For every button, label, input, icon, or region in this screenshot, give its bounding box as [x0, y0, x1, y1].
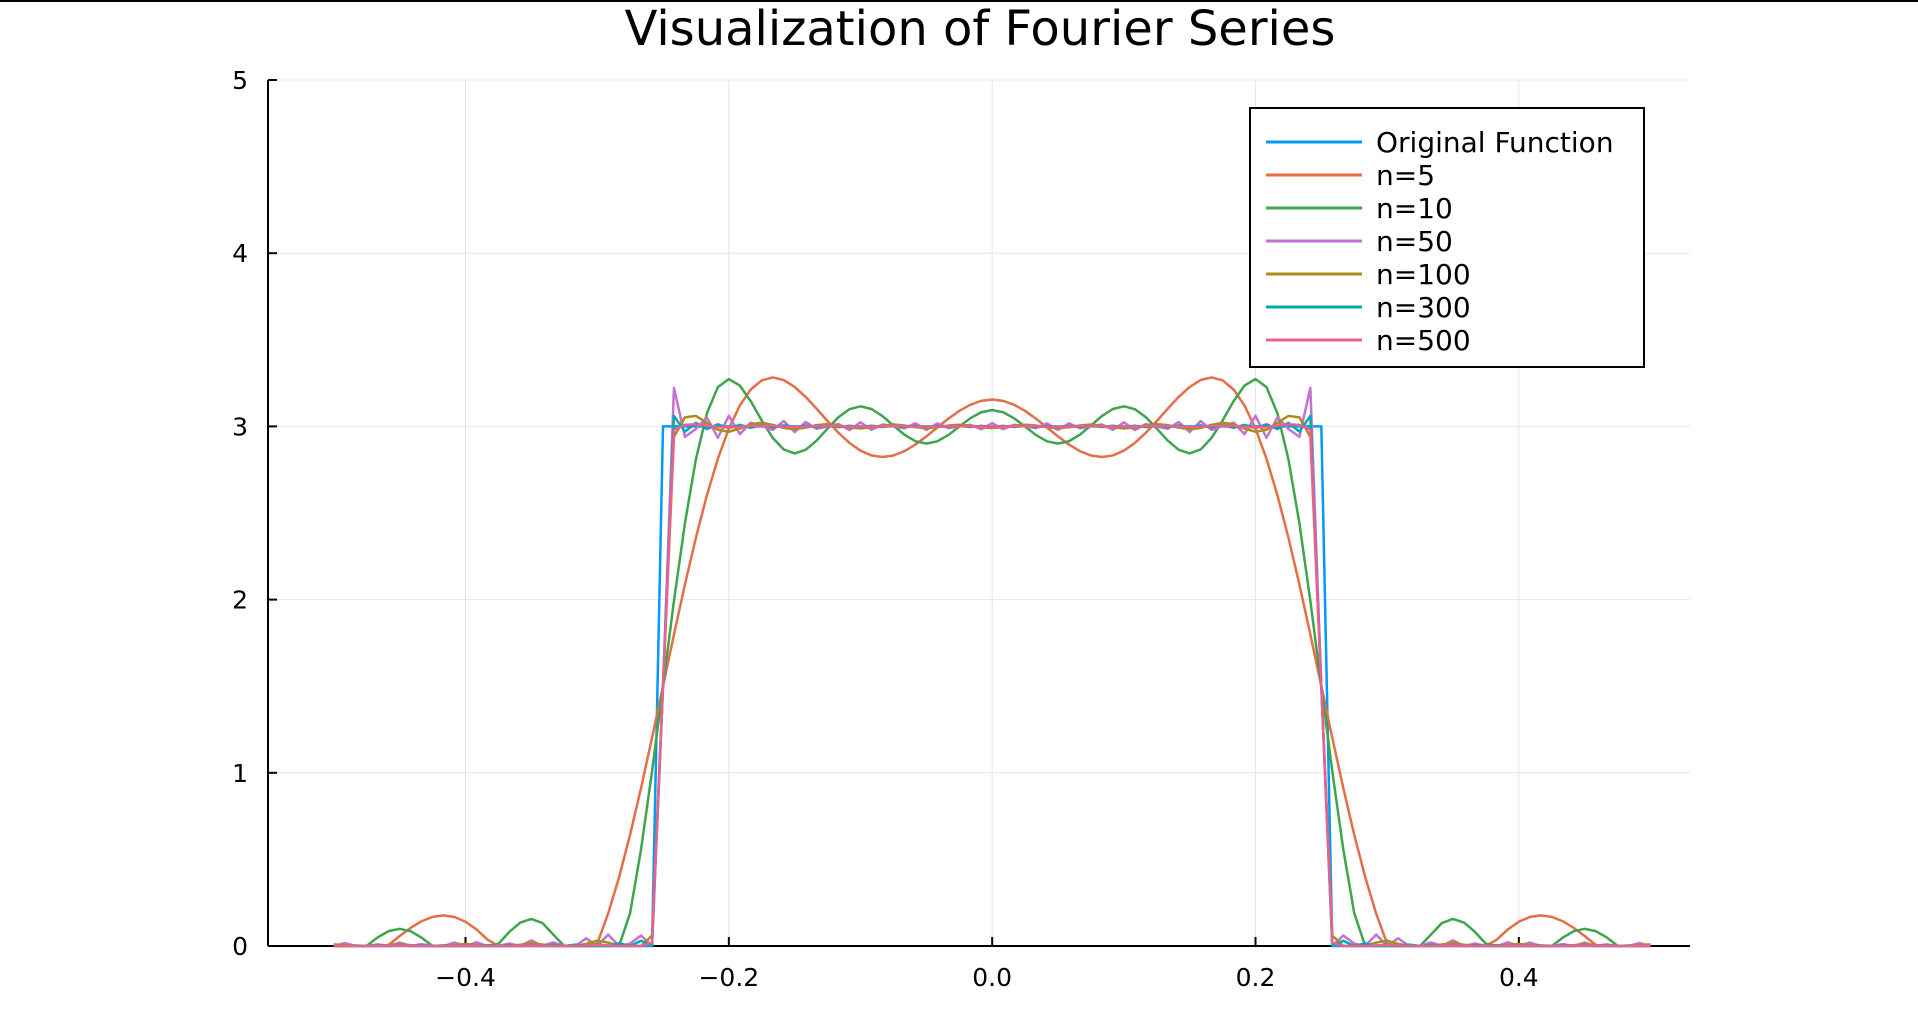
legend-label-3: n=50 — [1376, 225, 1453, 258]
x-tick-label-4: 0.4 — [1499, 963, 1539, 992]
y-tick-label-4: 4 — [232, 239, 248, 268]
legend-label-2: n=10 — [1376, 192, 1453, 225]
top-border-line — [0, 0, 1918, 2]
y-tick-label-5: 5 — [232, 66, 248, 95]
series-lines — [333, 376, 1651, 948]
x-tick-label-3: 0.2 — [1236, 963, 1276, 992]
y-tick-label-2: 2 — [232, 586, 248, 615]
series-line-n-500 — [333, 423, 1651, 948]
series-line-n-50 — [333, 386, 1651, 948]
legend: Original Functionn=5n=10n=50n=100n=300n=… — [1249, 107, 1645, 368]
legend-label-0: Original Function — [1376, 126, 1614, 159]
x-tick-label-2: 0.0 — [972, 963, 1012, 992]
series-line-n-10 — [333, 377, 1651, 948]
y-tick-label-3: 3 — [232, 412, 248, 441]
y-tick-label-1: 1 — [232, 759, 248, 788]
legend-label-5: n=300 — [1376, 291, 1471, 324]
x-tick-label-1: −0.2 — [698, 963, 759, 992]
legend-label-6: n=500 — [1376, 324, 1471, 357]
x-tick-label-0: −0.4 — [435, 963, 496, 992]
chart-title: Visualization of Fourier Series — [625, 1, 1336, 57]
legend-box — [1249, 107, 1645, 368]
y-tick-label-0: 0 — [232, 932, 248, 961]
legend-label-1: n=5 — [1376, 159, 1435, 192]
legend-label-4: n=100 — [1376, 258, 1471, 291]
